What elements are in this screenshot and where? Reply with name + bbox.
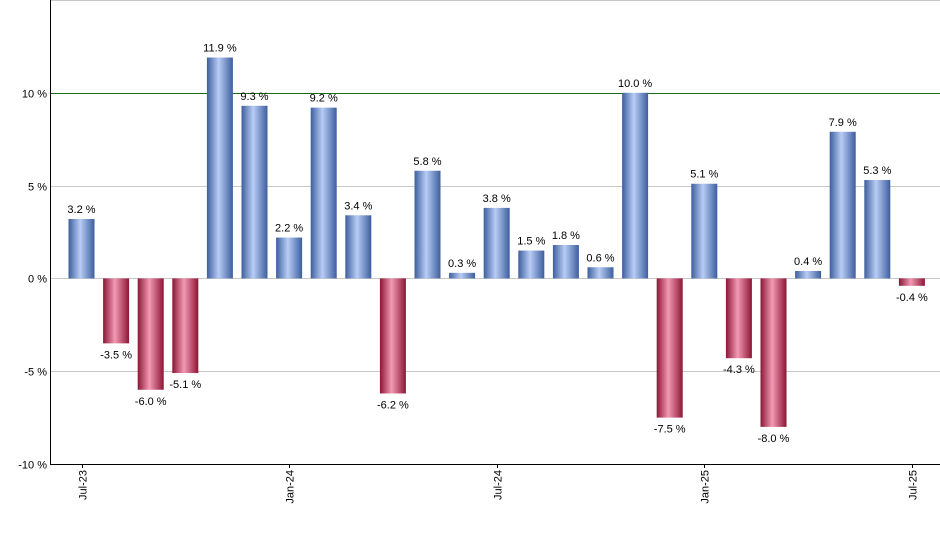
bar <box>345 215 372 279</box>
bar <box>552 244 579 279</box>
data-label: -3.5 % <box>100 349 132 361</box>
bar <box>691 183 718 279</box>
data-label: 1.8 % <box>552 230 580 242</box>
bar <box>276 237 303 279</box>
bar <box>449 272 476 279</box>
gridlines <box>50 0 940 372</box>
data-label: -7.5 % <box>654 424 686 436</box>
data-label: -8.0 % <box>758 433 790 445</box>
axes: -10 % -5 % 0 % 5 % 10 % Jul-23 Jan-24 Jul-24 Jan… <box>18 0 940 504</box>
bar <box>760 278 787 427</box>
bar <box>310 107 337 279</box>
bar <box>483 207 510 279</box>
bar <box>725 278 752 359</box>
bar <box>379 278 406 394</box>
data-labels: 3.2 % -3.5 % -6.0 %-5.1 % 11.9 % 9.3 % 2.2 % 9… <box>67 43 928 445</box>
bar <box>864 180 891 279</box>
bar <box>656 278 683 418</box>
x-tick-label: Jul-23 <box>78 470 90 500</box>
bar <box>622 92 649 279</box>
y-tick-label: 5 % <box>28 182 47 194</box>
data-label: 3.4 % <box>344 200 372 212</box>
data-label: 0.3 % <box>448 258 476 270</box>
data-label: -5.1 % <box>169 379 201 391</box>
data-label: 9.3 % <box>240 91 268 103</box>
y-tick-label: -5 % <box>24 367 47 379</box>
y-tick-label: 0 % <box>28 274 47 286</box>
y-tick-label: 10 % <box>22 89 47 101</box>
data-label: 5.8 % <box>413 156 441 168</box>
data-label: -4.3 % <box>723 364 755 376</box>
x-tick-label: Jul-25 <box>908 470 920 500</box>
bar <box>172 278 199 374</box>
y-tick-label: -10 % <box>18 460 47 472</box>
bar <box>241 105 268 279</box>
data-label: 2.2 % <box>275 223 303 235</box>
x-tick-label: Jan-25 <box>700 470 712 504</box>
bar <box>414 170 441 279</box>
data-label: 11.9 % <box>203 43 237 55</box>
data-label: 5.1 % <box>690 169 718 181</box>
bar <box>829 131 856 279</box>
data-label: 0.4 % <box>794 256 822 268</box>
x-tick-label: Jan-24 <box>285 470 297 504</box>
data-label: 3.2 % <box>67 204 95 216</box>
data-label: -6.2 % <box>377 399 409 411</box>
bar <box>137 278 164 390</box>
data-label: 1.5 % <box>517 236 545 248</box>
data-label: 3.8 % <box>483 193 511 205</box>
x-tick-label: Jul-24 <box>493 470 505 500</box>
bars <box>68 57 925 427</box>
data-label: 9.2 % <box>310 93 338 105</box>
data-label: -0.4 % <box>896 292 928 304</box>
bar <box>103 278 130 344</box>
bar <box>206 57 233 279</box>
data-label: -6.0 % <box>135 396 167 408</box>
bar <box>68 219 95 279</box>
data-label: 7.9 % <box>829 117 857 129</box>
data-label: 10.0 % <box>618 78 652 90</box>
data-label: 5.3 % <box>863 165 891 177</box>
bar <box>587 267 614 279</box>
bar <box>518 250 545 279</box>
bar <box>795 270 822 279</box>
data-label: 0.6 % <box>586 252 614 264</box>
bar <box>898 278 925 286</box>
